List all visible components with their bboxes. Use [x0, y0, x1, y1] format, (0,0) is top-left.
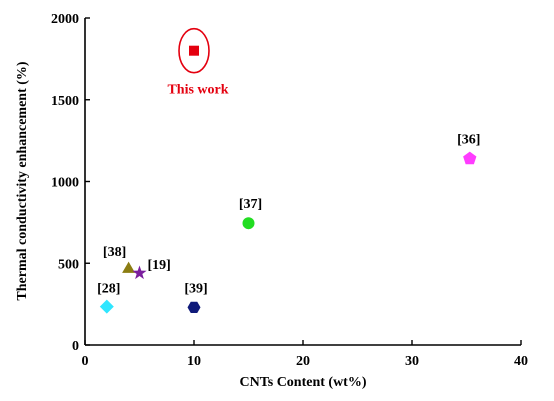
x-tick-label: 10	[187, 354, 201, 369]
x-ticks: 0 10 20 30 40	[82, 340, 528, 369]
data-point	[122, 261, 136, 273]
y-axis-title: Thermal conductivity enhancement (%)	[15, 61, 30, 300]
y-tick-label: 1500	[51, 94, 79, 109]
point-labels: This work [36] [37] [38] [19] [39] [28]	[97, 83, 480, 297]
x-axis-title: CNTs Content (wt%)	[239, 375, 366, 390]
x-tick-label: 0	[82, 354, 89, 369]
x-tick-label: 20	[296, 354, 310, 369]
data-point	[189, 45, 199, 56]
data-point	[242, 217, 255, 230]
y-ticks: 0 500 1000 1500 2000	[51, 12, 90, 354]
point-label: [38]	[103, 245, 126, 260]
point-label: [19]	[148, 258, 171, 273]
axes	[84, 18, 521, 346]
data-point	[187, 301, 201, 314]
point-label: [39]	[184, 281, 207, 296]
x-tick-label: 40	[514, 354, 528, 369]
data-points	[99, 27, 477, 314]
data-point	[463, 151, 477, 165]
data-point	[99, 299, 114, 314]
x-tick-label: 30	[405, 354, 419, 369]
y-tick-label: 2000	[51, 12, 79, 27]
y-tick-label: 1000	[51, 176, 79, 191]
point-label: [28]	[97, 282, 120, 297]
point-label: [37]	[239, 197, 262, 212]
y-tick-label: 0	[72, 339, 79, 354]
highlight-ellipse	[178, 27, 210, 74]
y-tick-label: 500	[58, 257, 79, 272]
point-label: This work	[167, 83, 228, 98]
point-label: [36]	[457, 133, 480, 148]
data-point	[132, 265, 147, 280]
